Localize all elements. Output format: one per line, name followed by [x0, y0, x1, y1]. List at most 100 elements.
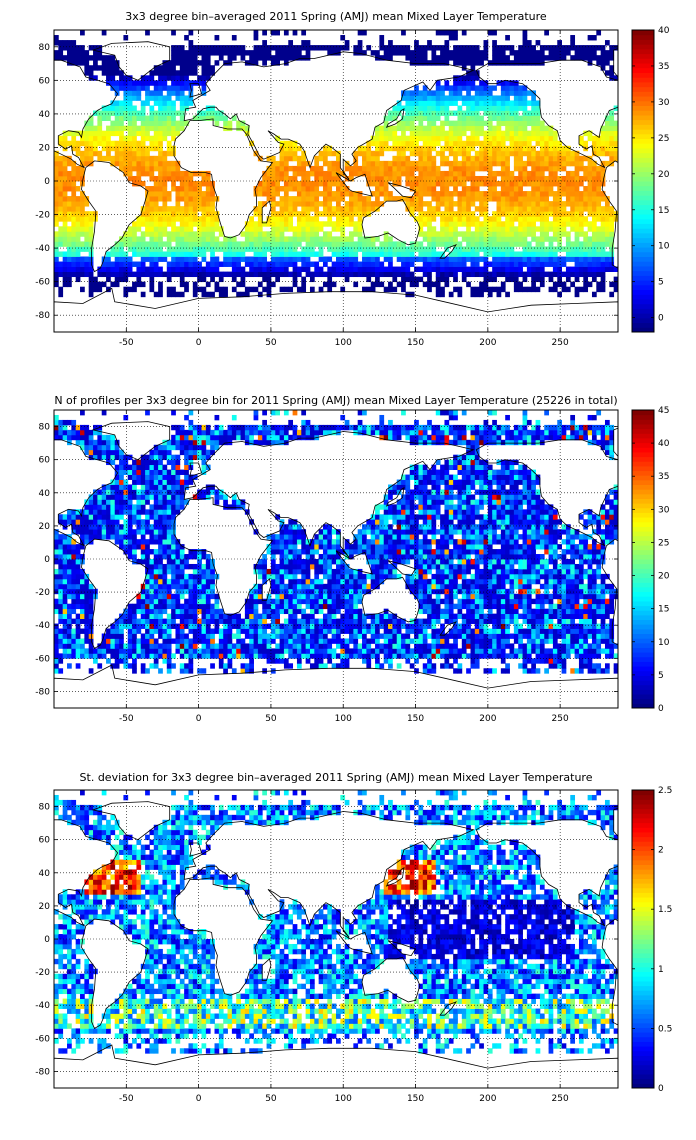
heatmap-cell	[548, 648, 554, 654]
heatmap-cell	[140, 115, 146, 121]
heatmap-cell	[88, 231, 94, 237]
heatmap-cell	[331, 266, 337, 272]
heatmap-cell	[270, 170, 276, 177]
heatmap-cell	[314, 175, 320, 182]
heatmap-cell	[483, 95, 489, 101]
heatmap-cell	[418, 150, 424, 157]
heatmap-cell	[54, 271, 59, 278]
heatmap-cell	[591, 633, 597, 639]
heatmap-cell	[388, 256, 393, 262]
heatmap-cell	[301, 206, 307, 212]
heatmap-cell	[522, 236, 528, 242]
heatmap-cell	[205, 201, 211, 207]
heatmap-cell	[244, 236, 250, 242]
heatmap-cell	[283, 181, 289, 187]
heatmap-cell	[487, 221, 493, 227]
heatmap-cell	[422, 653, 428, 659]
heatmap-cell	[340, 271, 346, 278]
heatmap-cell	[474, 663, 480, 669]
heatmap-cell	[474, 261, 480, 267]
heatmap-cell	[435, 110, 441, 116]
heatmap-cell	[604, 261, 610, 267]
heatmap-cell	[414, 160, 419, 167]
heatmap-cell	[331, 663, 337, 669]
heatmap-cell	[453, 251, 458, 257]
heatmap-cell	[270, 226, 276, 232]
heatmap-cell	[583, 633, 589, 639]
colorbar-tick-label: 5	[658, 278, 664, 288]
heatmap-cell	[188, 271, 194, 278]
heatmap-cell	[500, 256, 506, 262]
heatmap-cell	[136, 165, 142, 172]
heatmap-cell	[401, 155, 406, 162]
heatmap-cell	[405, 160, 411, 167]
heatmap-cell	[492, 191, 497, 197]
heatmap-cell	[505, 638, 510, 644]
heatmap-cell	[483, 175, 489, 182]
heatmap-cell	[123, 256, 129, 262]
heatmap-cell	[440, 100, 445, 106]
heatmap-cell	[101, 261, 107, 267]
heatmap-cell	[240, 653, 246, 659]
heatmap-cell	[561, 246, 567, 252]
heatmap-cell	[175, 201, 181, 207]
heatmap-cell	[518, 271, 523, 278]
heatmap-cell	[526, 191, 532, 197]
heatmap-cell	[249, 638, 254, 644]
heatmap-cell	[505, 226, 510, 232]
heatmap-cell	[492, 668, 497, 674]
heatmap-cell	[492, 100, 497, 106]
heatmap-cell	[75, 140, 81, 147]
heatmap-cell	[461, 191, 467, 197]
heatmap-cell	[153, 135, 159, 142]
heatmap-cell	[145, 221, 150, 227]
heatmap-cell	[505, 246, 510, 252]
heatmap-cell	[492, 186, 497, 192]
heatmap-cell	[214, 266, 220, 272]
heatmap-cell	[487, 251, 493, 257]
heatmap-cell	[80, 30, 85, 36]
heatmap-cell	[557, 191, 562, 197]
heatmap-cell	[396, 266, 402, 272]
heatmap-cell	[539, 165, 545, 172]
heatmap-cell	[283, 196, 289, 202]
heatmap-cell	[279, 226, 285, 232]
heatmap-cell	[526, 256, 532, 262]
heatmap-cell	[539, 256, 545, 262]
heatmap-cell	[331, 196, 337, 202]
heatmap-cell	[448, 271, 454, 278]
heatmap-cell	[171, 100, 176, 106]
heatmap-cell	[418, 160, 424, 167]
heatmap-cell	[132, 160, 137, 167]
heatmap-cell	[366, 638, 372, 644]
heatmap-cell	[604, 140, 610, 147]
heatmap-cell	[466, 160, 471, 167]
heatmap-cell	[561, 165, 567, 172]
heatmap-cell	[414, 648, 419, 654]
heatmap-cell	[431, 256, 437, 262]
heatmap-cell	[509, 256, 515, 262]
heatmap-cell	[75, 186, 81, 192]
heatmap-cell	[140, 140, 146, 147]
heatmap-cell	[136, 236, 142, 242]
heatmap-cell	[357, 653, 363, 659]
heatmap-cell	[427, 246, 432, 252]
heatmap-cell	[171, 70, 176, 76]
heatmap-cell	[461, 181, 467, 187]
heatmap-cell	[370, 175, 376, 182]
heatmap-cell	[201, 241, 207, 247]
heatmap-cell	[535, 140, 541, 147]
heatmap-cell	[322, 145, 328, 152]
heatmap-cell	[496, 135, 502, 142]
heatmap-cell	[101, 60, 107, 66]
heatmap-cell	[179, 186, 185, 192]
heatmap-cell	[110, 80, 116, 86]
heatmap-cell	[401, 251, 406, 257]
heatmap-cell	[414, 668, 419, 674]
heatmap-cell	[466, 231, 471, 237]
heatmap-cell	[58, 291, 64, 298]
heatmap-cell	[609, 150, 615, 157]
heatmap-cell	[309, 231, 315, 237]
heatmap-cell	[97, 120, 103, 127]
heatmap-cell	[509, 115, 515, 121]
